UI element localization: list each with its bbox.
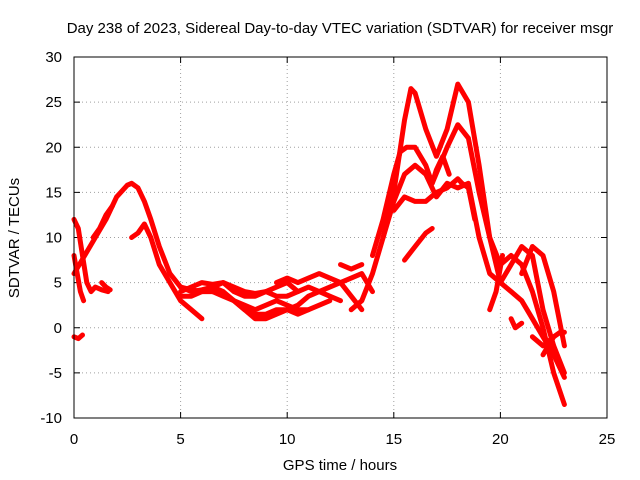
x-tick-label: 5 (176, 431, 184, 448)
x-tick-label: 0 (70, 431, 78, 448)
y-tick-label: -10 (40, 410, 62, 427)
plot-area (71, 81, 567, 407)
plot-frame (73, 56, 608, 419)
x-tick-label: 15 (385, 431, 402, 448)
y-axis-label: SDTVAR / TECUs (6, 178, 23, 298)
series-track-8 (178, 280, 343, 304)
x-axis-label: GPS time / hours (283, 457, 397, 474)
series-track-13 (338, 262, 365, 272)
y-tick-label: 0 (54, 320, 62, 337)
x-tick-label: 25 (599, 431, 616, 448)
series-track-22 (519, 244, 567, 349)
series-track-17 (391, 176, 478, 222)
series-track-6 (99, 280, 113, 293)
series-track-5 (90, 203, 115, 240)
chart-title: Day 238 of 2023, Sidereal Day-to-day VTE… (67, 20, 614, 37)
y-tick-label: 30 (45, 49, 62, 66)
series-track-2 (71, 253, 87, 304)
series-track-10 (178, 284, 333, 313)
series-track-12 (274, 271, 375, 295)
y-tick-label: 10 (45, 230, 62, 247)
series-track-23 (540, 329, 567, 358)
series-track-24 (529, 334, 557, 349)
series-track-3 (71, 332, 85, 342)
series-track-21 (508, 316, 525, 331)
y-tick-label: 25 (45, 94, 62, 111)
y-tick-label: 15 (45, 184, 62, 201)
series-track-7 (129, 221, 205, 322)
series-track-11 (210, 280, 365, 322)
y-tick-label: 5 (54, 275, 62, 292)
x-tick-labels: 0 5 10 15 20 25 (70, 431, 616, 448)
series-track-19 (429, 153, 452, 186)
y-tick-labels: -10 -5 0 5 10 15 20 25 30 (40, 49, 62, 427)
x-tick-label: 20 (492, 431, 509, 448)
series-track-1 (71, 216, 111, 295)
series-track-20 (487, 253, 505, 313)
series-track-4 (71, 180, 301, 299)
x-tick-label: 10 (279, 431, 296, 448)
y-tick-label: 20 (45, 139, 62, 156)
y-tick-label: -5 (49, 365, 62, 382)
series-track-18 (402, 226, 435, 263)
